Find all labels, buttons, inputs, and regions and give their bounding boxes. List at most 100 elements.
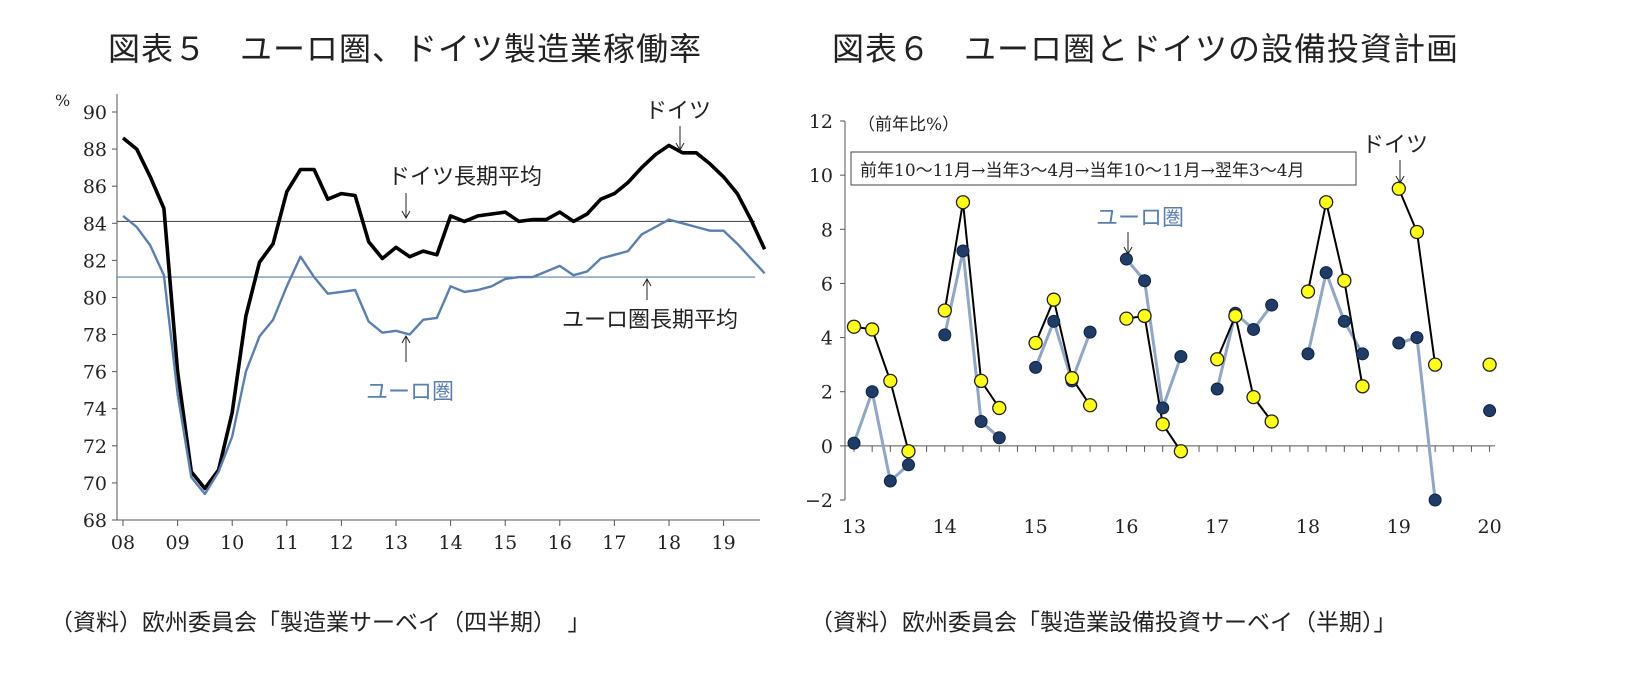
c2-euro-point: [1083, 325, 1097, 339]
c1-y-tick-label: 80: [83, 287, 107, 309]
c2-germany-point: [1028, 335, 1043, 351]
c2-label-euro: ユーロ圏: [1096, 206, 1184, 231]
c1-x-tick-label: 15: [493, 532, 517, 554]
c2-x-tick-label: 18: [1296, 516, 1320, 538]
c1-label-germany: ドイツ: [645, 99, 711, 124]
c2-y-tick-label: 12: [809, 111, 833, 133]
c2-euro-point: [1247, 322, 1261, 336]
c2-euro-line: [1034, 319, 1092, 383]
c2-germany-point: [1119, 311, 1134, 326]
c2-y-tick-label: −2: [805, 490, 833, 512]
c2-euro-line: [852, 390, 910, 483]
c1-y-tick-label: 68: [83, 510, 107, 532]
c2-germany-point: [973, 373, 989, 389]
c2-germany-point: [1482, 357, 1497, 372]
c2-euro-point: [1138, 274, 1152, 288]
c2-germany-point: [1137, 308, 1152, 324]
c1-germany-line: [121, 136, 767, 491]
c2-germany-point: [1319, 195, 1334, 210]
c2-y-unit: （前年比%）: [858, 115, 959, 135]
c2-germany-point: [1409, 224, 1425, 240]
c2-euro-point: [974, 414, 988, 428]
c2-euro-point: [1392, 336, 1406, 350]
c2-germany-point: [865, 322, 880, 337]
c1-arrow-euro-head: [401, 334, 411, 344]
c2-x-tick-label: 13: [842, 516, 866, 538]
c2-euro-point: [1210, 382, 1224, 396]
c1-euro-line: [122, 214, 766, 496]
c2-germany-line: [1126, 314, 1182, 452]
chart2-title: 図表６ ユーロ圏とドイツの設備投資計画: [832, 30, 1460, 68]
c1-x-tick-label: 14: [439, 532, 463, 554]
c2-x-tick-label: 19: [1387, 516, 1411, 538]
c1-x-tick-label: 18: [657, 532, 681, 554]
c2-germany-line: [853, 325, 910, 452]
c2-euro-line: [943, 249, 1001, 439]
c2-germany-point: [1337, 273, 1352, 288]
c1-y-tick-label: 76: [83, 362, 107, 384]
c2-germany-point: [937, 303, 952, 318]
c1-arrow-germany-head: [675, 142, 685, 152]
c1-y-tick-label: 70: [83, 473, 107, 495]
c2-germany-line: [1034, 298, 1091, 406]
c2-euro-point: [847, 436, 861, 450]
c2-euro-point: [1119, 252, 1133, 266]
c2-euro-point: [1301, 347, 1315, 361]
c2-euro-point: [992, 431, 1006, 445]
c1-y-tick-label: 78: [83, 325, 107, 347]
c2-euro-point: [1410, 331, 1424, 345]
c2-y-tick-label: 4: [821, 328, 833, 350]
c2-euro-point: [1156, 401, 1170, 415]
c1-y-tick-label: 84: [83, 213, 107, 235]
c2-x-tick-label: 14: [933, 516, 957, 538]
c2-germany-point: [1046, 292, 1061, 307]
c1-x-tick-label: 08: [111, 532, 135, 554]
c2-euro-point: [956, 244, 970, 258]
c2-germany-point: [1264, 414, 1279, 429]
c2-germany-point: [1064, 371, 1080, 386]
c2-germany-point: [1427, 357, 1443, 372]
chart1-source: （資料）欧州委員会「製造業サーベイ（四半期） 」: [50, 610, 591, 636]
c2-euro-point: [1029, 360, 1043, 374]
c1-x-tick-label: 19: [712, 532, 736, 554]
c2-arrow-euro-head: [1123, 246, 1133, 256]
c2-y-tick-label: 10: [809, 165, 833, 187]
c2-euro-point: [1483, 404, 1497, 418]
c2-y-tick-label: 8: [821, 219, 833, 241]
c2-germany-line: [943, 201, 1001, 409]
c2-germany-point: [1355, 379, 1370, 394]
c1-y-unit: %: [55, 91, 70, 110]
c2-euro-point: [883, 474, 897, 488]
c2-euro-line: [1215, 304, 1273, 390]
c2-x-tick-label: 15: [1024, 516, 1048, 538]
c2-euro-line: [1125, 258, 1183, 410]
c2-euro-point: [1265, 298, 1279, 312]
c2-legend-box: [850, 151, 1357, 186]
c2-euro-point: [901, 458, 915, 472]
c1-x-tick-label: 17: [602, 532, 626, 554]
c2-germany-point: [1228, 308, 1243, 324]
c1-y-tick-label: 72: [83, 436, 107, 458]
c2-germany-point: [1246, 389, 1261, 405]
c1-label-euro-average: ユーロ圏長期平均: [562, 308, 738, 333]
c1-x-tick-label: 13: [384, 532, 408, 554]
c2-arrow-germany-head: [1395, 175, 1405, 185]
c2-y-tick-label: 2: [821, 382, 833, 404]
c2-x-tick-label: 17: [1205, 516, 1229, 538]
c1-x-tick-label: 11: [275, 532, 299, 554]
c1-label-euro: ユーロ圏: [366, 380, 454, 405]
c1-arrow-euro-average-head: [642, 277, 652, 287]
c2-y-tick-label: 6: [821, 273, 833, 295]
c1-y-tick-label: 86: [83, 176, 107, 198]
c2-germany-point: [1210, 352, 1225, 367]
c1-y-tick-label: 82: [83, 250, 107, 272]
c2-germany-line: [1307, 201, 1364, 387]
c2-euro-point: [1355, 347, 1369, 361]
c1-arrow-germany-average-head: [401, 210, 411, 220]
c2-y-tick-label: 0: [821, 436, 833, 458]
c1-y-tick-label: 90: [83, 102, 107, 124]
c2-euro-point: [1174, 350, 1188, 364]
c2-euro-point: [938, 328, 952, 342]
c2-germany-point: [1300, 284, 1316, 299]
c2-germany-point: [901, 444, 916, 459]
